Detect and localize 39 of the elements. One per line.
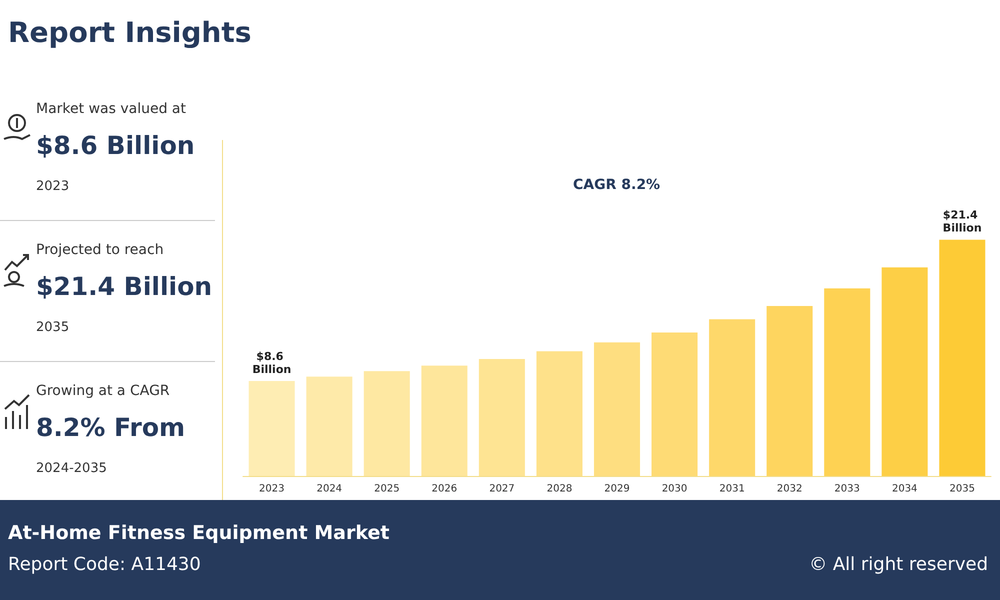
x-tick-label: 2027	[489, 484, 515, 494]
text: Market was valued at	[36, 101, 186, 117]
text: Report Insights	[8, 16, 252, 49]
bar	[824, 288, 870, 476]
bar	[652, 332, 698, 476]
x-tick-label: 2025	[374, 484, 400, 494]
bar	[766, 306, 813, 476]
bar	[882, 267, 928, 476]
x-tick-label: 2028	[546, 484, 572, 494]
data-label: $8.6 Billion	[252, 350, 292, 376]
x-tick-label: 2034	[892, 484, 918, 494]
text: Growing at a CAGR	[36, 383, 170, 399]
bar	[421, 366, 468, 476]
text: Projected to reach	[36, 242, 164, 258]
bar	[364, 371, 410, 476]
x-tick-label: 2032	[776, 484, 802, 494]
text: $21.4 Billion	[36, 272, 212, 301]
bar	[939, 240, 986, 476]
x-tick-label: 2031	[719, 484, 745, 494]
bar	[306, 376, 352, 476]
data-label: $21.4 Billion	[942, 208, 982, 235]
x-tick-label: 2035	[950, 484, 975, 494]
bar	[709, 319, 756, 476]
text: $8.6 Billion	[36, 131, 195, 160]
text: © All right reserved	[809, 554, 988, 575]
x-tick-label: 2029	[604, 484, 630, 494]
text: 2024-2035	[36, 461, 107, 476]
x-tick-label: 2030	[662, 484, 688, 494]
text: 2023	[36, 179, 70, 194]
text: 8.2% From	[36, 413, 186, 442]
x-tick-label: 2026	[432, 484, 458, 494]
x-tick-label: 2033	[834, 484, 860, 494]
text: Report Code: A11430	[8, 554, 201, 575]
x-tick-label: 2023	[259, 484, 284, 494]
x-tick-label: 2024	[316, 484, 342, 494]
text: CAGR 8.2%	[573, 177, 660, 193]
bar	[248, 381, 295, 476]
text: At-Home Fitness Equipment Market	[8, 522, 390, 544]
text: 2035	[36, 320, 70, 335]
